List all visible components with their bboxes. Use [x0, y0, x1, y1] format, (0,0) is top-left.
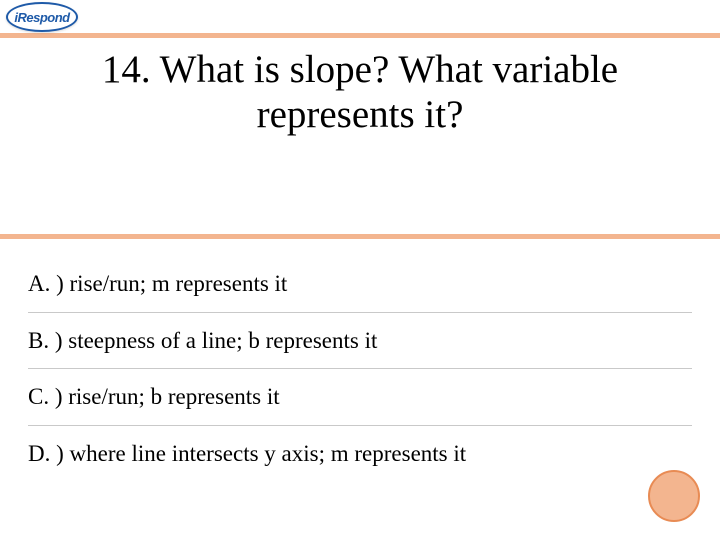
- answer-list: A. ) rise/run; m represents it B. ) stee…: [28, 256, 692, 481]
- answer-option[interactable]: D. ) where line intersects y axis; m rep…: [28, 426, 692, 482]
- logo-ellipse: iRespond: [6, 2, 78, 32]
- logo-text: iRespond: [14, 10, 69, 25]
- question-title: 14. What is slope? What variable represe…: [40, 48, 680, 138]
- title-line2: represents it?: [257, 93, 464, 136]
- answer-option[interactable]: C. ) rise/run; b represents it: [28, 369, 692, 425]
- title-line1: What is slope? What variable: [160, 48, 618, 91]
- question-number: 14.: [102, 48, 151, 91]
- accent-bar-top: [0, 33, 720, 38]
- title-region: 14. What is slope? What variable represe…: [0, 48, 720, 138]
- answer-option[interactable]: A. ) rise/run; m represents it: [28, 256, 692, 312]
- logo-badge: iRespond: [6, 2, 82, 40]
- answer-option[interactable]: B. ) steepness of a line; b represents i…: [28, 313, 692, 369]
- logo-rest: Respond: [18, 10, 70, 25]
- decorative-circle-icon: [648, 470, 700, 522]
- accent-bar-bottom: [0, 234, 720, 239]
- slide: iRespond 14. What is slope? What variabl…: [0, 0, 720, 540]
